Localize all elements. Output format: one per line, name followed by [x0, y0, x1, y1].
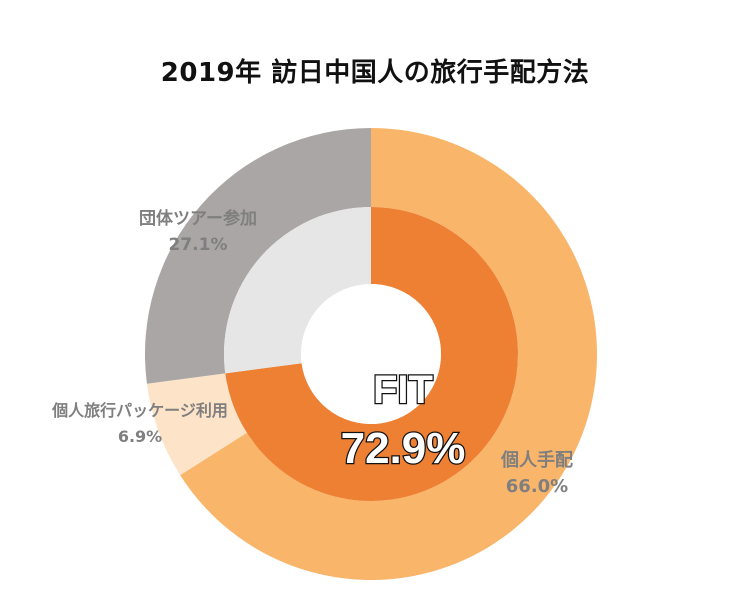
slice-label-value-0: 66.0%: [506, 476, 568, 497]
outer-ring-slice-2: [145, 128, 371, 384]
inner-ring-slice-1: [223, 207, 371, 374]
slice-label-name-0: 個人手配: [500, 449, 573, 471]
inner-ring-slice-0: [225, 207, 518, 501]
center-title: FIT: [373, 368, 433, 412]
slice-labels: 個人手配 66.0% 個人旅行パッケージ利用 6.9% 団体ツアー参加 27.1%: [51, 208, 573, 497]
slice-label-value-2: 27.1%: [169, 235, 228, 255]
center-hole: [301, 284, 441, 424]
slice-label-name-1: 個人旅行パッケージ利用: [51, 401, 228, 420]
outer-ring-slice-0: [180, 128, 597, 580]
outer-ring-slice-1: [146, 373, 247, 476]
inner-ring: [223, 207, 518, 501]
outer-ring: [145, 128, 597, 580]
slice-label-value-1: 6.9%: [118, 427, 162, 446]
slice-label-name-2: 団体ツアー参加: [139, 208, 257, 229]
chart-title: 2019年 訪日中国人の旅行手配方法: [160, 58, 590, 88]
center-value: 72.9%: [341, 424, 466, 473]
